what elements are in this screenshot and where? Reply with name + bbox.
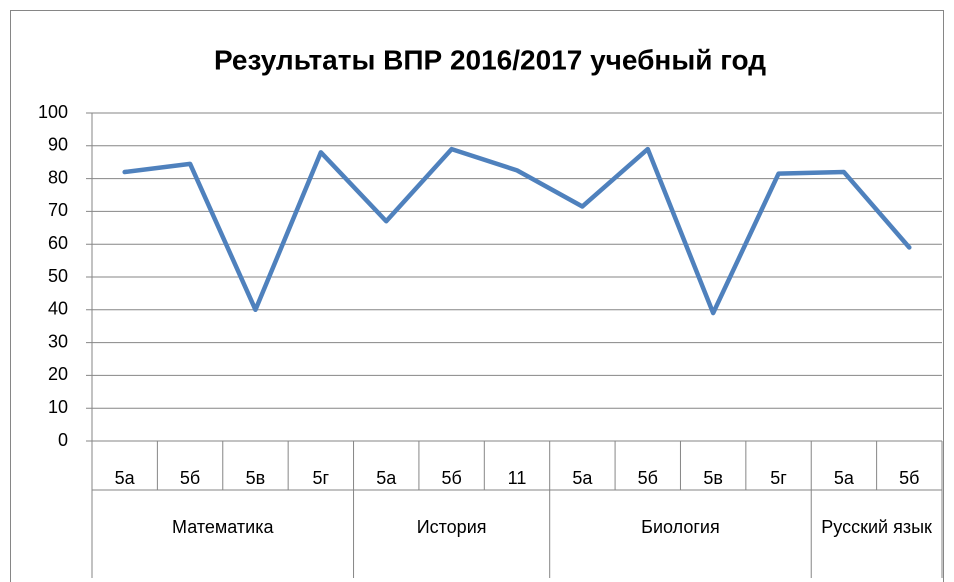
group-label: Биология bbox=[641, 517, 720, 537]
x-tick-label: 5г bbox=[770, 468, 787, 488]
x-tick-label: 5а bbox=[376, 468, 397, 488]
data-line bbox=[122, 146, 912, 316]
y-tick-label: 60 bbox=[48, 233, 68, 253]
x-tick-label: 5б bbox=[441, 468, 461, 488]
chart-title: Результаты ВПР 2016/2017 учебный год bbox=[214, 44, 766, 75]
x-tick-label: 5в bbox=[703, 468, 723, 488]
y-tick-label: 90 bbox=[48, 135, 68, 155]
y-tick-label: 100 bbox=[38, 102, 68, 122]
x-tick-label: 5а bbox=[834, 468, 855, 488]
x-tick-label: 5в bbox=[246, 468, 266, 488]
group-label: История bbox=[416, 517, 487, 537]
x-tick-label: 5г bbox=[313, 468, 330, 488]
y-tick-label: 10 bbox=[48, 397, 68, 417]
y-tick-label: 40 bbox=[48, 299, 68, 319]
chart-frame bbox=[10, 10, 944, 582]
y-tick-label: 0 bbox=[58, 430, 68, 450]
group-label: Русский язык bbox=[821, 517, 932, 537]
x-tick-label: 5а bbox=[572, 468, 593, 488]
y-tick-label: 50 bbox=[48, 266, 68, 286]
x-tick-label: 5б bbox=[899, 468, 919, 488]
x-tick-label: 5а bbox=[115, 468, 136, 488]
y-tick-label: 20 bbox=[48, 364, 68, 384]
x-tick-label: 5б bbox=[638, 468, 658, 488]
y-tick-label: 30 bbox=[48, 331, 68, 351]
y-tick-label: 80 bbox=[48, 167, 68, 187]
x-tick-label: 11 bbox=[508, 468, 527, 488]
group-label: Математика bbox=[172, 517, 274, 537]
y-tick-label: 70 bbox=[48, 200, 68, 220]
x-tick-label: 5б bbox=[180, 468, 200, 488]
